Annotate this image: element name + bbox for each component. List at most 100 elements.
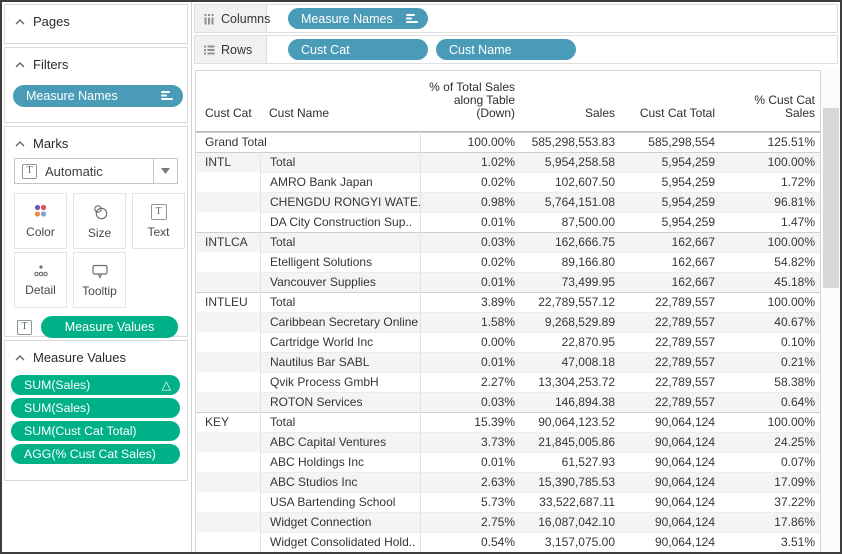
cell-sales[interactable]: 102,607.50 (520, 172, 620, 192)
cell-pct-of-total-sales[interactable]: 1.58% (420, 312, 520, 332)
cell-cust-name[interactable]: Vancouver Supplies (260, 272, 420, 292)
columns-pill-measure-names[interactable]: Measure Names (288, 8, 428, 29)
vertical-scrollbar[interactable] (822, 70, 840, 552)
cell-cust-cat-total[interactable]: 5,954,259 (620, 212, 720, 232)
cell-pct-cust-cat-sales[interactable]: 17.86% (720, 512, 820, 532)
cell-pct-cust-cat-sales[interactable]: 0.21% (720, 352, 820, 372)
cell-cust-name[interactable]: ABC Studios Inc (260, 472, 420, 492)
cell-pct-of-total-sales[interactable]: 0.03% (420, 232, 520, 252)
cell-pct-cust-cat-sales[interactable]: 24.25% (720, 432, 820, 452)
header-pct-cust-cat-sales[interactable]: % Cust Cat Sales (754, 93, 815, 120)
cell-cust-cat[interactable] (196, 392, 260, 412)
cell-cust-name[interactable]: ABC Capital Ventures (260, 432, 420, 452)
cell-pct-of-total-sales[interactable]: 3.89% (420, 292, 520, 312)
cell-cust-cat[interactable] (196, 492, 260, 512)
cell-pct-cust-cat-sales[interactable]: 58.38% (720, 372, 820, 392)
cell-pct-cust-cat-sales[interactable]: 100.00% (767, 155, 815, 169)
cell-pct-of-total-sales[interactable]: 100.00% (420, 132, 520, 152)
cell-cust-name[interactable]: Qvik Process GmbH (260, 372, 420, 392)
cell-pct-cust-cat-sales[interactable]: 45.18% (720, 272, 820, 292)
cell-cust-cat-total[interactable]: 162,667 (620, 272, 720, 292)
cell-pct-cust-cat-sales[interactable]: 96.81% (720, 192, 820, 212)
cell-cust-cat[interactable] (196, 192, 260, 212)
cell-cust-name[interactable]: AMRO Bank Japan (260, 172, 420, 192)
cell-pct-of-total-sales[interactable]: 0.54% (420, 532, 520, 552)
cell-pct-cust-cat-sales[interactable]: 0.07% (720, 452, 820, 472)
cell-pct-cust-cat-sales[interactable]: 125.51% (767, 135, 815, 149)
chevron-collapse-icon[interactable] (15, 61, 25, 68)
cell-cust-cat-total[interactable]: 5,954,259 (620, 172, 720, 192)
cell-cust-cat[interactable] (196, 352, 260, 372)
cell-cust-cat[interactable]: INTLEU (205, 295, 248, 309)
cell-cust-name[interactable]: Nautilus Bar SABL (260, 352, 420, 372)
cell-cust-name[interactable]: Etelligent Solutions (260, 252, 420, 272)
cell-pct-of-total-sales[interactable]: 3.73% (420, 432, 520, 452)
cell-cust-name[interactable]: ABC Holdings Inc (260, 452, 420, 472)
cell-pct-cust-cat-sales[interactable]: 0.64% (720, 392, 820, 412)
cell-cust-cat-total[interactable]: 22,789,557 (620, 332, 720, 352)
text-button[interactable]: T Text (132, 193, 185, 249)
cell-cust-cat-total[interactable]: 90,064,124 (620, 512, 720, 532)
cell-pct-of-total-sales[interactable]: 0.01% (420, 212, 520, 232)
cell-sales[interactable]: 33,522,687.11 (520, 492, 620, 512)
rows-pill-cust-cat[interactable]: Cust Cat (288, 39, 428, 60)
cell-cust-cat-total[interactable]: 5,954,259 (661, 155, 715, 169)
cell-sales[interactable]: 9,268,529.89 (520, 312, 620, 332)
dropdown-caret-icon[interactable] (153, 159, 177, 183)
cell-cust-cat[interactable]: Grand Total (205, 135, 267, 149)
cell-pct-of-total-sales[interactable]: 0.98% (420, 192, 520, 212)
cell-cust-cat-total[interactable]: 22,789,557 (654, 295, 715, 309)
header-pct-of-total-sales[interactable]: % of Total Sales along Table (Down) (429, 80, 515, 120)
rows-pill-cust-name[interactable]: Cust Name (436, 39, 576, 60)
cell-cust-cat[interactable]: KEY (205, 415, 230, 429)
cell-cust-cat[interactable] (196, 272, 260, 292)
cell-cust-cat-total[interactable]: 90,064,124 (620, 472, 720, 492)
cell-cust-cat[interactable] (196, 472, 260, 492)
chevron-collapse-icon[interactable] (15, 140, 25, 147)
mark-type-dropdown[interactable]: T Automatic (14, 158, 178, 184)
cell-cust-name[interactable]: Total (260, 292, 420, 312)
cell-sales[interactable]: 15,390,785.53 (520, 472, 620, 492)
chevron-collapse-icon[interactable] (15, 18, 25, 25)
cell-pct-of-total-sales[interactable]: 0.03% (420, 392, 520, 412)
cell-cust-cat[interactable] (196, 332, 260, 352)
cell-sales[interactable]: 22,789,557.12 (538, 295, 615, 309)
cell-cust-cat-total[interactable]: 90,064,124 (620, 532, 720, 552)
measure-pill-sum-cust-cat-total[interactable]: SUM(Cust Cat Total) (11, 421, 180, 441)
cell-sales[interactable]: 21,845,005.86 (520, 432, 620, 452)
cell-sales[interactable]: 5,954,258.58 (544, 155, 615, 169)
cell-pct-of-total-sales[interactable]: 0.01% (420, 352, 520, 372)
cell-cust-name[interactable]: Cartridge World Inc (260, 332, 420, 352)
cell-pct-cust-cat-sales[interactable]: 1.72% (720, 172, 820, 192)
cell-pct-cust-cat-sales[interactable]: 54.82% (720, 252, 820, 272)
cell-cust-cat[interactable] (196, 532, 260, 552)
cell-sales[interactable]: 87,500.00 (520, 212, 620, 232)
size-button[interactable]: Size (73, 193, 126, 249)
header-cust-name[interactable]: Cust Name (269, 106, 330, 120)
measure-pill-agg-pct-cust-cat-sales[interactable]: AGG(% Cust Cat Sales) (11, 444, 180, 464)
cell-cust-cat[interactable] (196, 172, 260, 192)
cell-sales[interactable]: 61,527.93 (520, 452, 620, 472)
cell-sales[interactable]: 585,298,553.83 (531, 135, 615, 149)
cell-cust-name[interactable]: Widget Connection (260, 512, 420, 532)
cell-cust-cat-total[interactable]: 162,667 (671, 235, 715, 249)
cell-pct-of-total-sales[interactable]: 0.00% (420, 332, 520, 352)
cell-cust-name[interactable]: CHENGDU RONGYI WATE.. (260, 192, 420, 212)
cell-cust-cat-total[interactable]: 585,298,554 (648, 135, 715, 149)
cell-pct-cust-cat-sales[interactable]: 100.00% (767, 235, 815, 249)
cell-sales[interactable]: 162,666.75 (554, 235, 615, 249)
cell-sales[interactable]: 146,894.38 (520, 392, 620, 412)
cell-sales[interactable]: 16,087,042.10 (520, 512, 620, 532)
cell-cust-name[interactable]: USA Bartending School (260, 492, 420, 512)
cell-cust-cat[interactable]: INTLCA (205, 235, 248, 249)
cell-sales[interactable]: 13,304,253.72 (520, 372, 620, 392)
cell-cust-cat[interactable] (196, 252, 260, 272)
cell-cust-cat-total[interactable]: 22,789,557 (620, 312, 720, 332)
cell-cust-cat-total[interactable]: 5,954,259 (620, 192, 720, 212)
color-button[interactable]: Color (14, 193, 67, 249)
cell-pct-of-total-sales[interactable]: 0.02% (420, 252, 520, 272)
cell-pct-cust-cat-sales[interactable]: 100.00% (767, 415, 815, 429)
cell-pct-cust-cat-sales[interactable]: 3.51% (720, 532, 820, 552)
cell-pct-of-total-sales[interactable]: 2.27% (420, 372, 520, 392)
cell-cust-cat[interactable] (196, 452, 260, 472)
